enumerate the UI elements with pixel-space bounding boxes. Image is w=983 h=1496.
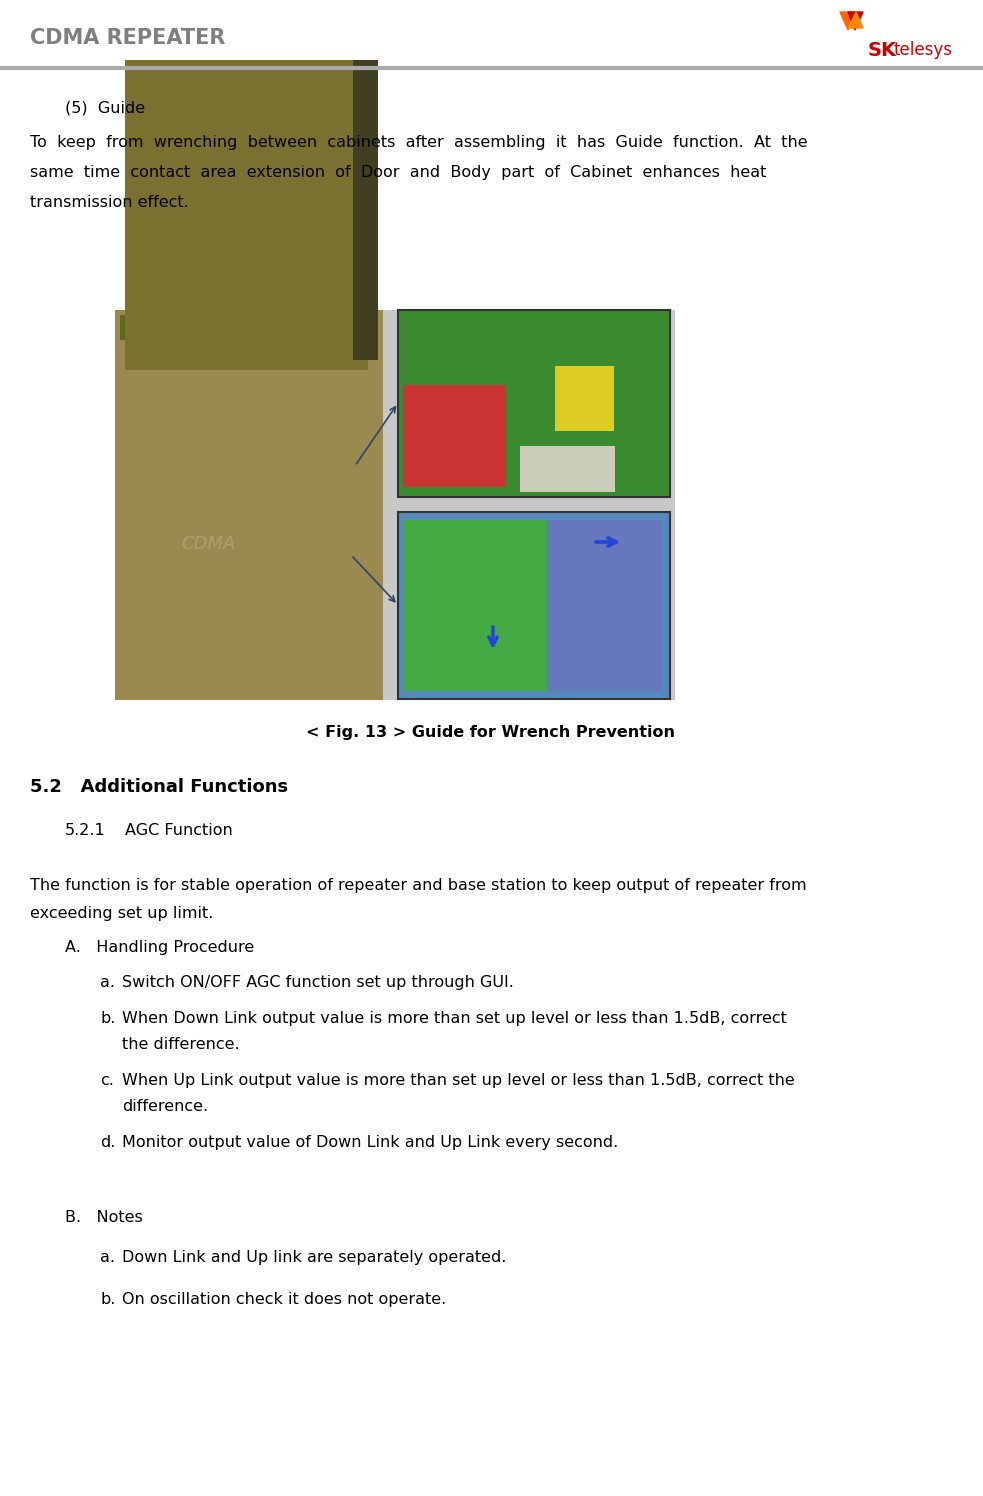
Text: (5)  Guide: (5) Guide xyxy=(65,100,145,115)
Text: B.   Notes: B. Notes xyxy=(65,1210,143,1225)
Text: d.: d. xyxy=(100,1135,115,1150)
Text: telesys: telesys xyxy=(893,40,952,58)
Text: b.: b. xyxy=(100,1293,115,1308)
Text: 5.2   Additional Functions: 5.2 Additional Functions xyxy=(30,778,288,796)
Bar xyxy=(120,316,378,340)
Text: b.: b. xyxy=(100,1011,115,1026)
Text: On oscillation check it does not operate.: On oscillation check it does not operate… xyxy=(122,1293,446,1308)
Text: CDMA: CDMA xyxy=(182,536,236,554)
Bar xyxy=(398,512,670,699)
Text: SK: SK xyxy=(868,40,897,60)
Bar xyxy=(547,521,661,691)
Text: the difference.: the difference. xyxy=(122,1037,240,1052)
Bar xyxy=(398,310,670,497)
Text: CDMA REPEATER: CDMA REPEATER xyxy=(30,28,225,48)
Text: To  keep  from  wrenching  between  cabinets  after  assembling  it  has  Guide : To keep from wrenching between cabinets … xyxy=(30,135,808,150)
Text: When Down Link output value is more than set up level or less than 1.5dB, correc: When Down Link output value is more than… xyxy=(122,1011,786,1026)
Text: transmission effect.: transmission effect. xyxy=(30,194,189,209)
Text: < Fig. 13 > Guide for Wrench Prevention: < Fig. 13 > Guide for Wrench Prevention xyxy=(307,726,675,741)
Polygon shape xyxy=(848,12,863,30)
Bar xyxy=(403,384,506,488)
Text: 5.2.1: 5.2.1 xyxy=(65,823,106,838)
Text: a.: a. xyxy=(100,1251,115,1266)
Bar xyxy=(115,310,383,700)
Text: Monitor output value of Down Link and Up Link every second.: Monitor output value of Down Link and Up… xyxy=(122,1135,618,1150)
Bar xyxy=(125,60,368,370)
Bar xyxy=(403,521,552,691)
Text: Down Link and Up link are separately operated.: Down Link and Up link are separately ope… xyxy=(122,1251,506,1266)
Text: difference.: difference. xyxy=(122,1100,208,1115)
Polygon shape xyxy=(848,12,863,28)
Text: A.   Handling Procedure: A. Handling Procedure xyxy=(65,939,255,954)
Bar xyxy=(520,446,615,492)
Text: same  time  contact  area  extension  of  Door  and  Body  part  of  Cabinet  en: same time contact area extension of Door… xyxy=(30,165,767,180)
Bar xyxy=(115,310,675,700)
Text: a.: a. xyxy=(100,975,115,990)
Text: c.: c. xyxy=(100,1073,114,1088)
Text: When Up Link output value is more than set up level or less than 1.5dB, correct : When Up Link output value is more than s… xyxy=(122,1073,794,1088)
Bar xyxy=(353,60,378,361)
Polygon shape xyxy=(840,12,855,30)
Text: AGC Function: AGC Function xyxy=(125,823,233,838)
Text: exceeding set up limit.: exceeding set up limit. xyxy=(30,907,213,922)
Bar xyxy=(555,367,614,431)
Text: The function is for stable operation of repeater and base station to keep output: The function is for stable operation of … xyxy=(30,878,807,893)
Text: Switch ON/OFF AGC function set up through GUI.: Switch ON/OFF AGC function set up throug… xyxy=(122,975,514,990)
